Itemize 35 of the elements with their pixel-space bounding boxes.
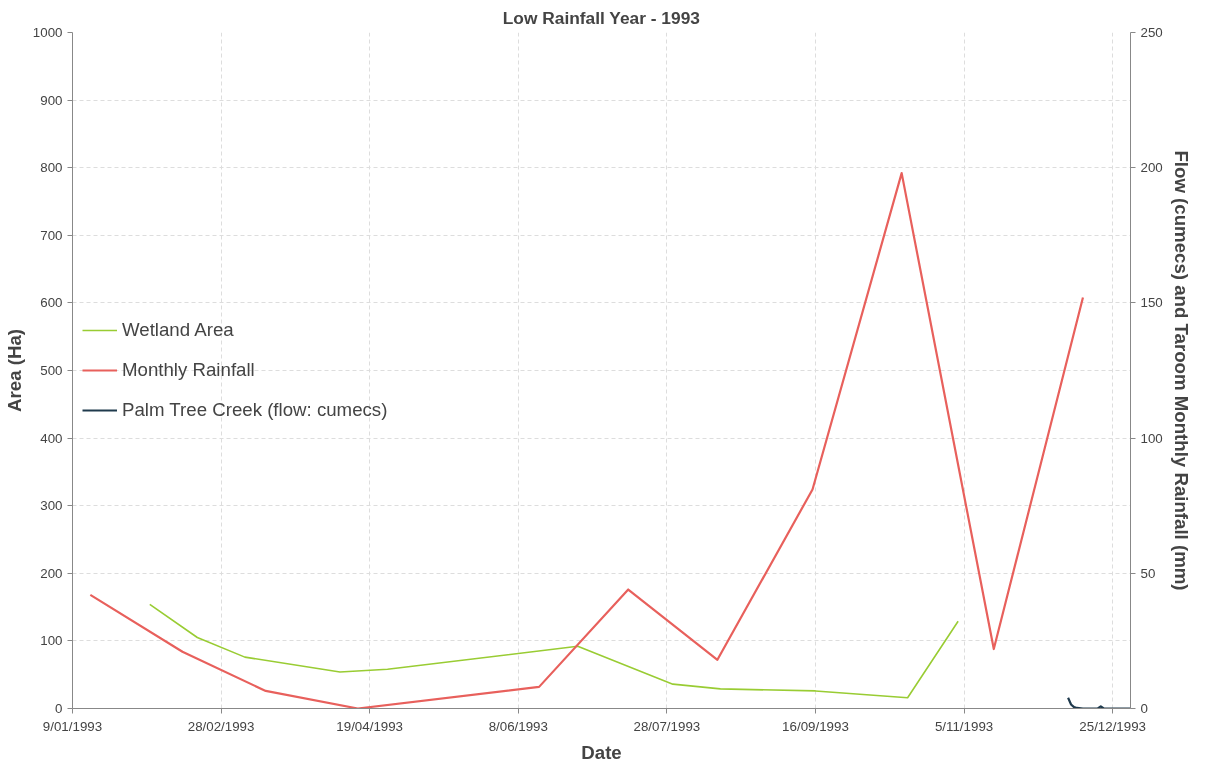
line-series <box>1066 696 1131 709</box>
y-tick-label: 1000 <box>32 25 63 40</box>
chart-title: Low Rainfall Year - 1993 <box>502 7 701 28</box>
y-tick-label: 0 <box>55 701 63 716</box>
y2-tick-label: 50 <box>1140 565 1156 581</box>
x-tick-label: 9/01/1993 <box>42 718 103 734</box>
y-tick-label: 700 <box>40 227 63 243</box>
y-axis-title: Area (Ha) <box>3 329 25 412</box>
x-axis-title: Date <box>581 741 622 763</box>
y-tick-label: 900 <box>40 92 63 108</box>
x-tick-label: 8/06/1993 <box>488 718 548 734</box>
y2-tick-label: 150 <box>1140 295 1163 311</box>
y-tick-label: 800 <box>40 160 63 176</box>
y2-tick-label: 200 <box>1140 160 1163 176</box>
x-tick-label: 28/07/1993 <box>633 718 701 734</box>
y-tick-label: 500 <box>40 363 63 378</box>
y-tick-label: 200 <box>40 565 63 581</box>
line-series <box>89 172 1085 709</box>
x-tick-label: 25/12/1993 <box>1079 718 1147 734</box>
x-tick-label: 19/04/1993 <box>336 718 404 734</box>
x-tick-label: 5/11/1993 <box>934 718 994 734</box>
y2-tick-label: 250 <box>1140 25 1163 40</box>
x-tick-label: 16/09/1993 <box>782 718 849 734</box>
x-tick-label: 28/02/1993 <box>187 718 255 734</box>
y-tick-label: 600 <box>40 295 63 311</box>
y-tick-label: 400 <box>40 430 63 446</box>
legend-label: Monthly Rainfall <box>122 359 255 381</box>
line-series <box>148 603 959 699</box>
y2-tick-label: 100 <box>1140 430 1163 446</box>
legend-label: Palm Tree Creek (flow: cumecs) <box>122 399 388 421</box>
y-tick-label: 100 <box>40 633 63 649</box>
y-tick-label: 300 <box>40 498 63 514</box>
y2-tick-label: 0 <box>1140 701 1148 716</box>
legend-label: Wetland Area <box>122 319 234 341</box>
y2-axis-title: Flow (cumecs) and Taroom Monthly Rainfall (mm) <box>1170 150 1192 591</box>
